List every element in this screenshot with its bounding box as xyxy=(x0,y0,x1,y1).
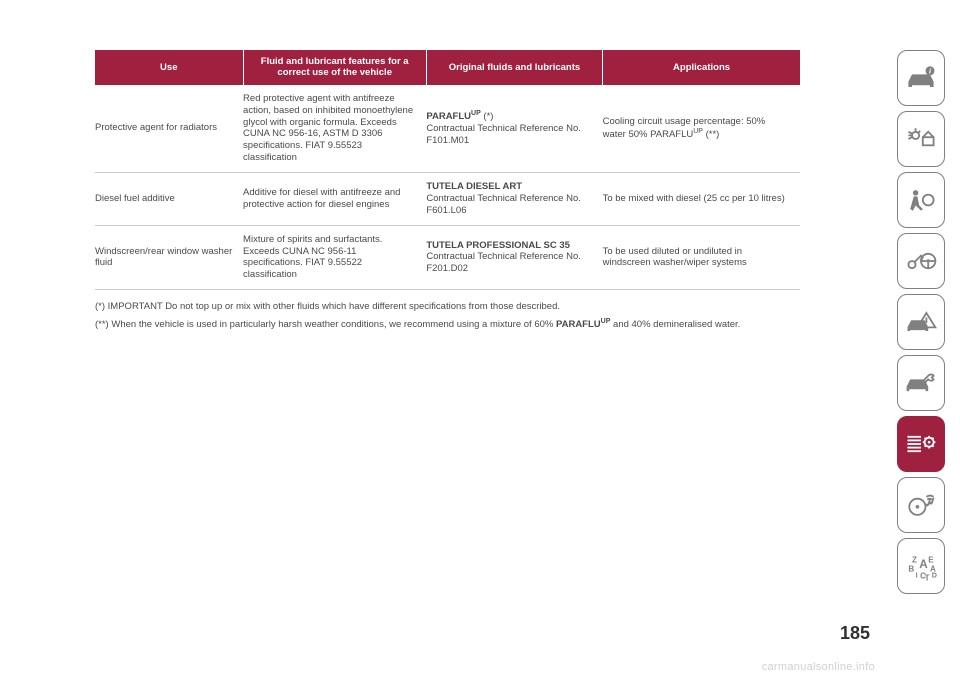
table-body: Protective agent for radiators Red prote… xyxy=(95,85,800,290)
header-use: Use xyxy=(95,50,243,85)
car-wrench-icon xyxy=(903,365,939,401)
cell-features: Mixture of spirits and surfactants. Exce… xyxy=(243,225,426,290)
contract-ref: Contractual Technical Reference No. F601… xyxy=(426,193,581,216)
cell-original: PARAFLUUP (*) Contractual Technical Refe… xyxy=(426,85,602,173)
table-header-row: Use Fluid and lubricant features for a c… xyxy=(95,50,800,85)
header-features: Fluid and lubricant features for a corre… xyxy=(243,50,426,85)
specs-gear-icon xyxy=(903,426,939,462)
svg-text:T: T xyxy=(925,573,930,582)
nav-alpha-index[interactable]: Z E B A I C D T A xyxy=(897,538,945,594)
nav-airbag[interactable] xyxy=(897,172,945,228)
key-steering-icon xyxy=(903,243,939,279)
nav-warning[interactable] xyxy=(897,294,945,350)
brand-name: PARAFLU xyxy=(426,111,471,122)
brand-sup: UP xyxy=(471,110,481,117)
nav-media[interactable] xyxy=(897,477,945,533)
cell-use: Diesel fuel additive xyxy=(95,173,243,226)
contract-ref: Contractual Technical Reference No. F201… xyxy=(426,251,581,274)
note-sup: UP xyxy=(601,318,611,325)
svg-text:A: A xyxy=(919,558,928,571)
section-nav-sidebar: i xyxy=(897,50,945,594)
cell-original: TUTELA PROFESSIONAL SC 35 Contractual Te… xyxy=(426,225,602,290)
app-post: (**) xyxy=(706,129,720,140)
cell-use: Windscreen/rear window washer fluid xyxy=(95,225,243,290)
cell-app: To be used diluted or undiluted in winds… xyxy=(603,225,800,290)
fluids-table: Use Fluid and lubricant features for a c… xyxy=(95,50,800,290)
manual-page: Use Fluid and lubricant features for a c… xyxy=(0,0,870,356)
header-applications: Applications xyxy=(603,50,800,85)
note-pre: (**) When the vehicle is used in particu… xyxy=(95,320,556,331)
contract-ref: Contractual Technical Reference No. F101… xyxy=(426,123,581,146)
note-brand: PARAFLU xyxy=(556,320,601,331)
cell-app: Cooling circuit usage percentage: 50% wa… xyxy=(603,85,800,173)
svg-text:B: B xyxy=(908,564,914,573)
airbag-icon xyxy=(903,182,939,218)
lights-icon xyxy=(903,121,939,157)
cell-use: Protective agent for radiators xyxy=(95,85,243,173)
footnotes: (*) IMPORTANT Do not top up or mix with … xyxy=(95,300,800,332)
svg-text:I: I xyxy=(916,571,918,580)
table-row: Diesel fuel additive Additive for diesel… xyxy=(95,173,800,226)
brand-note: (*) xyxy=(483,111,493,122)
nav-specs-gear[interactable] xyxy=(897,416,945,472)
note-post: and 40% demineralised water. xyxy=(610,320,740,331)
cell-original: TUTELA DIESEL ART Contractual Technical … xyxy=(426,173,602,226)
table-row: Protective agent for radiators Red prote… xyxy=(95,85,800,173)
cell-features: Red protective agent with antifreeze act… xyxy=(243,85,426,173)
cell-app: To be mixed with diesel (25 cc per 10 li… xyxy=(603,173,800,226)
footnote-1: (*) IMPORTANT Do not top up or mix with … xyxy=(95,300,800,313)
svg-text:Z: Z xyxy=(912,555,917,564)
alpha-index-icon: Z E B A I C D T A xyxy=(903,548,939,584)
app-text: Cooling circuit usage percentage: 50% wa… xyxy=(603,116,766,140)
page-number: 185 xyxy=(840,623,870,644)
nav-car-wrench[interactable] xyxy=(897,355,945,411)
brand-name: TUTELA DIESEL ART xyxy=(426,181,522,192)
svg-text:D: D xyxy=(932,571,937,580)
warning-car-icon xyxy=(903,304,939,340)
watermark: carmanualsonline.info xyxy=(762,661,875,673)
svg-text:E: E xyxy=(928,555,934,564)
brand-name: TUTELA PROFESSIONAL SC 35 xyxy=(426,240,570,251)
header-original: Original fluids and lubricants xyxy=(426,50,602,85)
nav-key-steering[interactable] xyxy=(897,233,945,289)
table-row: Windscreen/rear window washer fluid Mixt… xyxy=(95,225,800,290)
nav-car-info[interactable]: i xyxy=(897,50,945,106)
nav-lights[interactable] xyxy=(897,111,945,167)
app-sup: UP xyxy=(693,128,703,135)
footnote-2: (**) When the vehicle is used in particu… xyxy=(95,317,800,331)
car-info-icon: i xyxy=(903,60,939,96)
cell-features: Additive for diesel with antifreeze and … xyxy=(243,173,426,226)
media-music-icon xyxy=(903,487,939,523)
